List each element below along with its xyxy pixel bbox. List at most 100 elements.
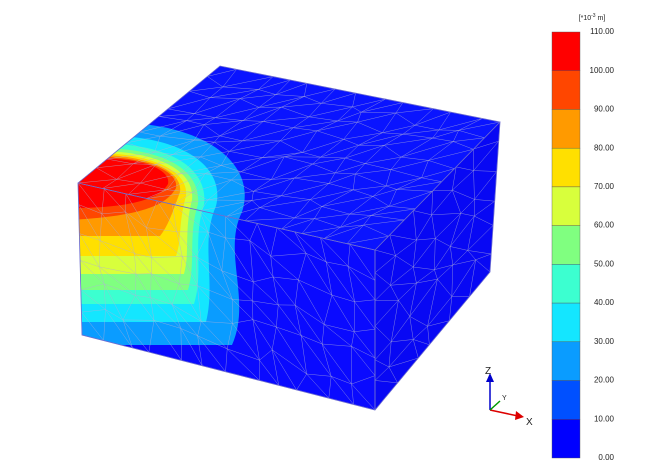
mesh-edge xyxy=(179,283,198,286)
mesh-edge xyxy=(395,255,414,268)
mesh-edge xyxy=(203,120,244,125)
mesh-edge xyxy=(413,339,430,345)
mesh-edge xyxy=(323,324,352,347)
mesh-edge xyxy=(395,239,417,256)
mesh-edge xyxy=(312,157,346,165)
mesh-edge xyxy=(302,139,344,153)
legend-label: 110.00 xyxy=(590,27,614,36)
mesh-edge xyxy=(275,83,307,95)
mesh-edge xyxy=(374,341,392,360)
mesh-edge xyxy=(140,173,180,184)
mesh-edge xyxy=(242,120,264,122)
mesh-edge xyxy=(140,182,168,190)
mesh-edge xyxy=(125,211,147,228)
mesh-edge xyxy=(262,152,303,158)
legend-label: 60.00 xyxy=(594,221,615,230)
mesh-edge xyxy=(354,299,376,303)
mesh-edge xyxy=(298,279,333,296)
mesh-edge xyxy=(207,199,252,201)
mesh-edge xyxy=(272,276,296,306)
mesh-edge xyxy=(134,253,152,274)
mesh-edge xyxy=(136,273,152,275)
mesh-edge xyxy=(306,373,332,377)
mesh-edge xyxy=(103,283,106,310)
legend-band xyxy=(551,225,581,265)
mesh-edge xyxy=(207,231,226,239)
mesh-edge xyxy=(104,283,136,296)
mesh-edge xyxy=(473,141,499,171)
mesh-edge xyxy=(197,335,203,366)
mesh-edge xyxy=(388,341,392,368)
mesh-edge xyxy=(434,264,453,270)
mesh-edge xyxy=(219,120,244,137)
mesh-edge xyxy=(452,166,457,191)
mesh-edge xyxy=(99,266,137,275)
mesh-edge xyxy=(154,139,195,153)
mesh-edge xyxy=(294,206,322,219)
mesh-edge xyxy=(450,215,475,247)
model xyxy=(77,65,501,411)
mesh-edge xyxy=(146,200,158,228)
mesh-edge xyxy=(354,301,376,330)
mesh-edge xyxy=(398,282,417,301)
mesh-edge xyxy=(413,266,435,270)
mesh-edge xyxy=(156,200,178,232)
mesh-edge xyxy=(437,279,453,297)
mesh-edge xyxy=(351,346,376,376)
mesh-edge xyxy=(474,215,494,226)
mesh-edge xyxy=(271,349,297,391)
mesh-edge xyxy=(171,304,198,336)
mesh-edge xyxy=(456,166,474,171)
mesh-edge xyxy=(388,189,397,207)
mesh-edge xyxy=(240,94,276,99)
mesh-edge xyxy=(158,113,195,117)
mesh-edge xyxy=(460,199,475,214)
mesh-edge xyxy=(231,179,254,192)
legend-label: 30.00 xyxy=(594,337,615,346)
mesh-edge xyxy=(200,200,253,211)
legend-label: 90.00 xyxy=(594,105,615,114)
mesh-edge xyxy=(398,300,410,317)
mesh-edge xyxy=(281,106,310,118)
mesh-edge xyxy=(276,326,302,336)
legend-label: 70.00 xyxy=(594,182,615,191)
mesh-edge xyxy=(210,89,259,98)
mesh-edge xyxy=(153,320,181,329)
mesh-edge xyxy=(139,120,187,133)
mesh-edge xyxy=(308,106,353,118)
mesh-edge xyxy=(294,305,302,336)
mesh-edge xyxy=(278,304,302,336)
mesh-edge xyxy=(232,299,254,320)
mesh-edge xyxy=(116,164,156,180)
mesh-edge xyxy=(300,335,307,375)
mesh-edge xyxy=(231,171,242,181)
legend-label: 50.00 xyxy=(594,259,615,268)
mesh-edge xyxy=(328,172,336,184)
mesh-edge xyxy=(363,224,389,237)
mesh-edge xyxy=(281,103,322,108)
mesh-edge xyxy=(390,300,399,342)
mesh-edge xyxy=(259,207,295,219)
mesh-edge xyxy=(414,111,451,126)
mesh-edge xyxy=(308,103,322,118)
mesh-edge xyxy=(133,163,156,165)
mesh-edge xyxy=(431,214,436,239)
mesh-edge xyxy=(155,154,174,165)
mesh-edge xyxy=(171,304,182,329)
mesh-edge xyxy=(259,349,273,361)
mesh-edge xyxy=(227,348,260,381)
mesh-edge xyxy=(351,383,376,411)
mesh-edge xyxy=(253,281,279,306)
mesh-edge xyxy=(474,171,497,200)
mesh-edge xyxy=(324,227,341,239)
mesh-edge xyxy=(229,140,281,152)
mesh-edge xyxy=(155,156,201,165)
mesh-edge xyxy=(281,195,311,200)
mesh-edge xyxy=(475,253,492,261)
mesh-edge xyxy=(458,121,501,131)
mesh-edge xyxy=(321,343,332,377)
mesh-edge xyxy=(219,135,243,142)
legend-band xyxy=(551,70,581,110)
mesh-edge xyxy=(401,141,454,158)
mesh-edge xyxy=(146,227,177,233)
